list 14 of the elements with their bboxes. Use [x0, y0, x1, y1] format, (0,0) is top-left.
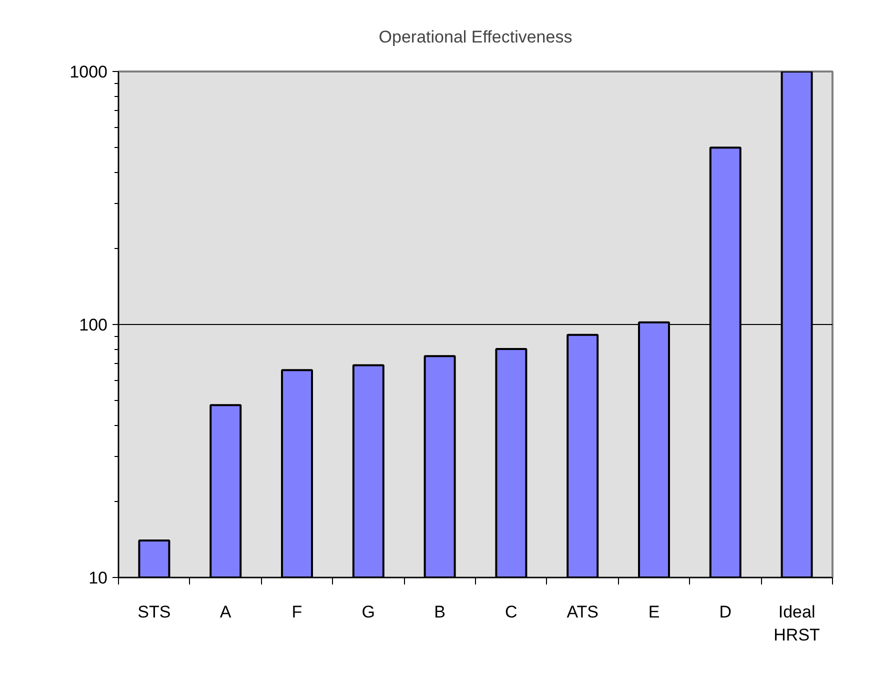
y-tick-label: 10 — [88, 568, 108, 588]
x-tick-label: STS — [138, 602, 171, 622]
chart-title: Operational Effectiveness — [378, 28, 572, 46]
x-tick-label: ATS — [566, 602, 599, 622]
x-tick-label: Ideal HRST — [774, 602, 820, 644]
x-tick-label: B — [434, 602, 446, 622]
x-tick-label: C — [505, 602, 518, 622]
x-tick-label: E — [648, 602, 660, 622]
x-tick-label: F — [292, 602, 302, 622]
x-tick-label: D — [719, 602, 732, 622]
y-tick-label: 1000 — [70, 62, 108, 82]
y-tick-label: 100 — [79, 316, 108, 334]
x-tick-label: A — [220, 602, 232, 622]
x-tick-label: G — [362, 602, 376, 622]
